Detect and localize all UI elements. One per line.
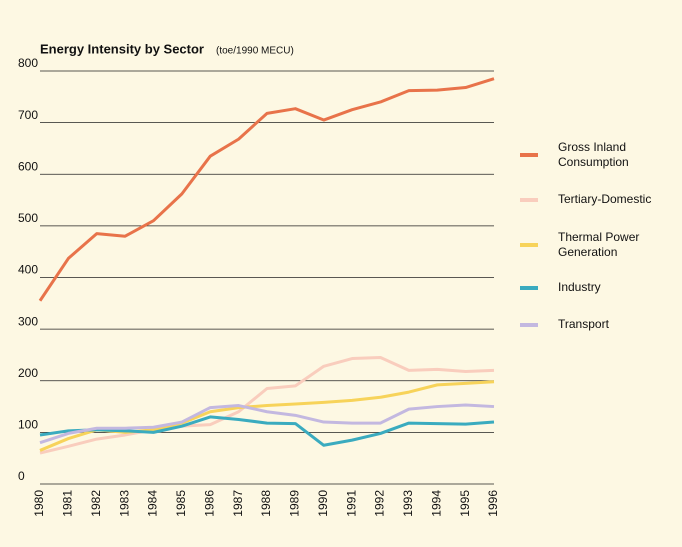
x-tick-label: 1982: [89, 490, 103, 517]
legend-swatch: [520, 322, 538, 327]
y-tick-label: 300: [18, 314, 38, 328]
series-line: [39, 380, 495, 452]
legend-item: Gross Inland Consumption: [520, 140, 668, 170]
x-tick-label: 1990: [316, 490, 330, 517]
y-tick-label: 700: [18, 108, 38, 122]
x-tick-label: 1984: [146, 490, 160, 517]
legend-swatch: [520, 197, 538, 202]
x-tick-label: 1995: [458, 490, 472, 517]
y-tick-label: 800: [18, 56, 38, 70]
x-tick-label: 1988: [259, 490, 273, 517]
y-tick-label: 500: [18, 211, 38, 225]
x-tick-label: 1992: [373, 490, 387, 517]
legend-label: Tertiary-Domestic: [558, 192, 652, 206]
series-line: [38, 77, 495, 302]
legend-item: Thermal Power Generation: [520, 230, 668, 260]
series-line: [39, 415, 495, 447]
series-line: [39, 356, 495, 455]
chart-title: Energy Intensity by Sector: [40, 41, 204, 56]
y-tick-label: 100: [18, 418, 38, 432]
legend-label: Transport: [558, 317, 609, 331]
x-tick-label: 1996: [486, 490, 500, 517]
x-tick-label: 1981: [61, 490, 75, 517]
y-tick-label: 600: [18, 159, 38, 173]
y-tick-label: 0: [18, 469, 25, 483]
x-tick-label: 1986: [202, 490, 216, 517]
x-tick-label: 1989: [288, 490, 302, 517]
legend-swatch: [520, 153, 538, 157]
legend-swatch: [520, 243, 538, 247]
y-tick-label: 200: [18, 366, 38, 380]
series-line: [39, 403, 495, 445]
legend-item: Industry: [520, 280, 668, 295]
legend-swatch: [520, 285, 538, 290]
legend-label: Industry: [558, 280, 601, 294]
x-tick-label: 1980: [32, 490, 46, 517]
x-tick-label: 1991: [344, 490, 358, 517]
x-tick-label: 1983: [117, 490, 131, 517]
x-tick-label: 1985: [174, 490, 188, 517]
y-tick-label: 400: [18, 263, 38, 277]
chart-subtitle: (toe/1990 MECU): [216, 46, 294, 57]
x-tick-label: 1987: [231, 490, 245, 517]
legend-label: Gross Inland Consumption: [558, 140, 629, 169]
legend-item: Tertiary-Domestic: [520, 192, 668, 207]
legend-item: Transport: [520, 317, 668, 332]
x-tick-label: 1994: [429, 490, 443, 517]
x-tick-label: 1993: [401, 490, 415, 517]
legend-label: Thermal Power Generation: [558, 230, 640, 259]
